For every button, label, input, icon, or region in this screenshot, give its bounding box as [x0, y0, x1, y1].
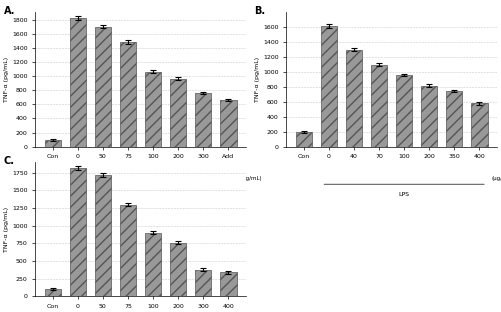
Bar [45, 289, 61, 296]
Text: LPS: LPS [147, 192, 158, 197]
Bar [95, 27, 111, 147]
Bar [170, 79, 186, 147]
Bar [145, 233, 161, 296]
Bar [170, 243, 186, 296]
Bar [220, 100, 236, 147]
Bar [220, 272, 236, 296]
Bar [370, 65, 386, 147]
Y-axis label: TNF-α (pg/mL): TNF-α (pg/mL) [4, 57, 9, 102]
Bar [395, 75, 411, 147]
Bar [45, 139, 61, 147]
Bar [95, 175, 111, 296]
Y-axis label: TNF-α (pg/mL): TNF-α (pg/mL) [4, 207, 9, 252]
Text: LPS: LPS [398, 192, 409, 197]
Bar [470, 103, 486, 147]
Bar [120, 42, 136, 147]
Bar [70, 168, 86, 296]
Bar [345, 50, 361, 147]
Bar [445, 91, 461, 147]
Bar [420, 85, 436, 147]
Bar [295, 132, 311, 147]
Bar [320, 26, 336, 147]
Text: (μg/mL): (μg/mL) [240, 176, 262, 181]
Text: A.: A. [4, 6, 15, 16]
Text: B.: B. [254, 6, 265, 16]
Text: (μg/mL): (μg/mL) [491, 176, 501, 181]
Bar [195, 93, 211, 147]
Bar [195, 270, 211, 296]
Bar [120, 205, 136, 296]
Bar [145, 72, 161, 147]
Y-axis label: TNF-α (pg/mL): TNF-α (pg/mL) [255, 57, 260, 102]
Bar [70, 18, 86, 147]
Text: C.: C. [4, 156, 15, 166]
